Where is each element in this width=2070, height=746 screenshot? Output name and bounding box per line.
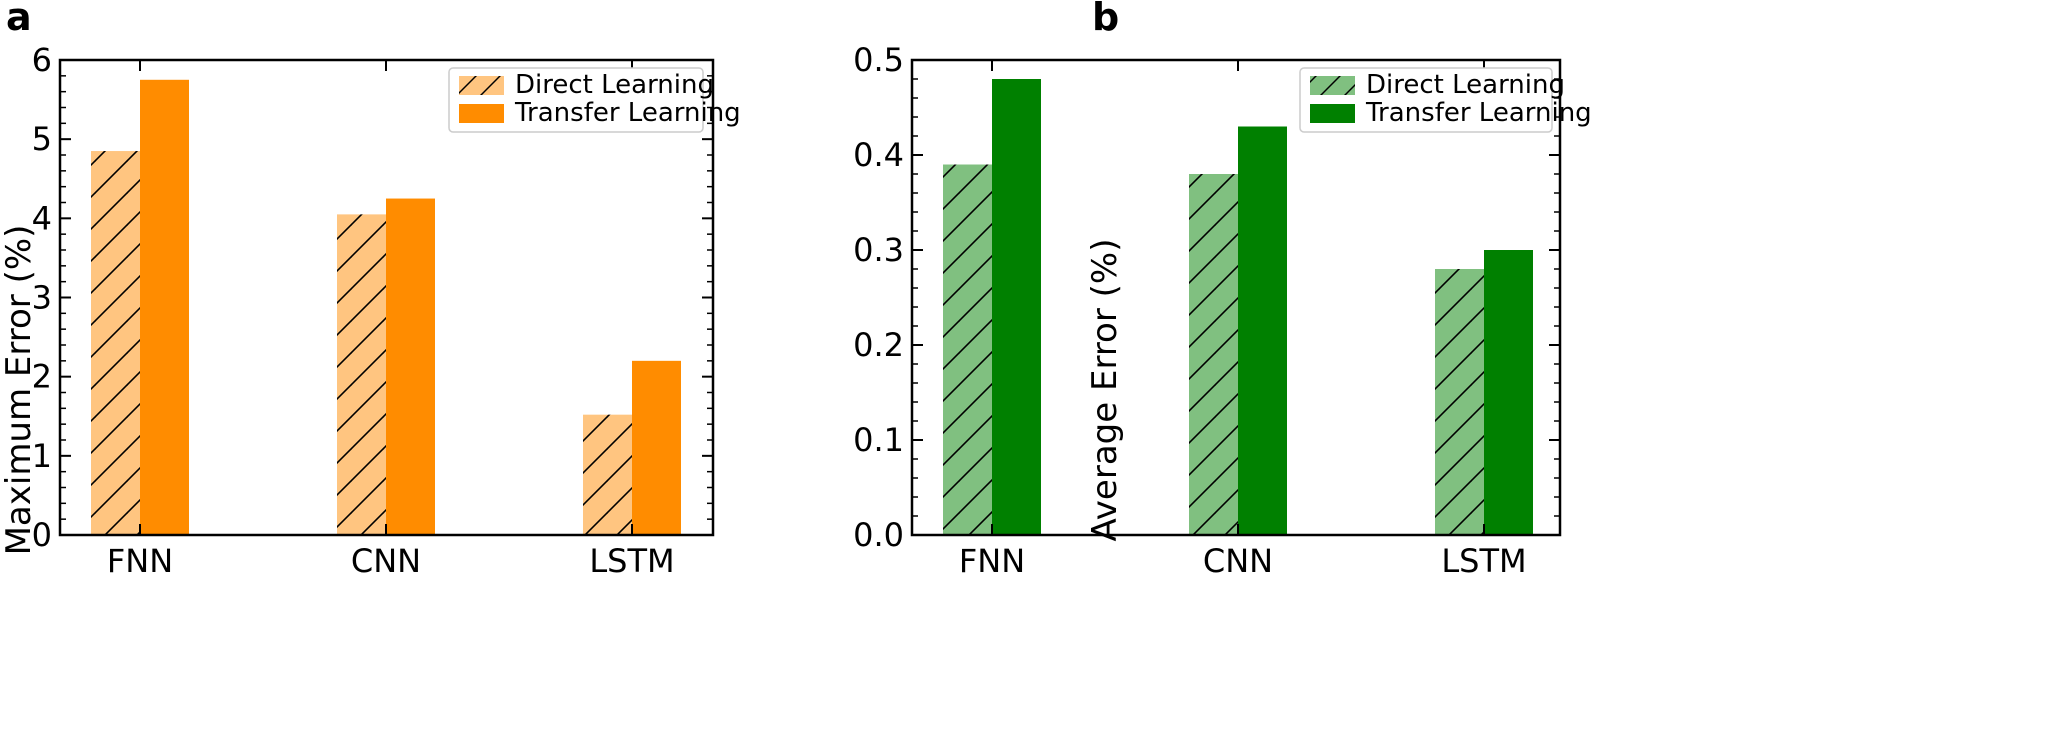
panel-b-bar-fnn-direct bbox=[943, 164, 992, 535]
panel-b-ytick-label: 0.4 bbox=[853, 136, 904, 174]
panel-a: a Maximum Error (%) 0 1 2 3 4 5 6 FNN CNN LSTM Dir… bbox=[0, 0, 741, 580]
panel-a-bar-fnn-transfer bbox=[140, 79, 189, 536]
panel-b-bar-lstm-transfer bbox=[1484, 250, 1533, 535]
panel-b-bar-fnn-transfer bbox=[992, 79, 1041, 535]
panel-b-axes-frame bbox=[910, 58, 1562, 537]
panel-a-bar-cnn-direct bbox=[337, 214, 386, 535]
panel-a-ytick-label: 6 bbox=[32, 41, 52, 79]
panel-a-plot-area: 0 1 2 3 4 5 6 FNN CNN LSTM Direct LearningTransfer… bbox=[32, 41, 741, 580]
panel-b-bar-cnn-transfer bbox=[1238, 126, 1287, 535]
panel-b-bar-cnn-direct bbox=[1189, 174, 1238, 535]
panel-a-legend-item-direct: Direct Learning bbox=[459, 70, 714, 100]
panel-b-bar-lstm-direct bbox=[1435, 269, 1484, 535]
panel-b-legend-item-transfer: Transfer Learning bbox=[1310, 98, 1592, 128]
panel-b-xtick-label-lstm: LSTM bbox=[1441, 542, 1526, 580]
panel-b-y-axis-title: Average Error (%) bbox=[1085, 239, 1125, 542]
panel-b-xtick-label-fnn: FNN bbox=[959, 542, 1025, 580]
panel-a-legend-swatch bbox=[459, 104, 504, 123]
panel-b-ytick-label: 0.1 bbox=[853, 421, 904, 459]
panel-b-legend-label: Direct Learning bbox=[1366, 70, 1565, 100]
panel-b-ytick-label: 0.0 bbox=[853, 516, 904, 554]
panel-a-bar-fnn-direct bbox=[91, 151, 140, 535]
panel-a-ytick-label: 3 bbox=[32, 279, 52, 317]
panel-a-bar-cnn-transfer bbox=[386, 198, 435, 535]
panel-b-legend-swatch bbox=[1310, 104, 1355, 123]
panel-b-legend-box bbox=[1299, 67, 1553, 133]
panel-a-ytick-label: 2 bbox=[32, 358, 52, 396]
panel-a-xtick-label-cnn: CNN bbox=[351, 542, 421, 580]
panel-b-plot-area: 0.0 0.1 0.2 0.3 0.4 0.5 FNN CNN LSTM Direct Learn… bbox=[853, 41, 1592, 580]
panel-b-legend-item-direct: Direct Learning bbox=[1310, 70, 1565, 100]
panel-b-ytick-label: 0.3 bbox=[853, 231, 904, 269]
panel-a-xtick-label-fnn: FNN bbox=[107, 542, 173, 580]
panel-a-y-axis-title: Maximum Error (%) bbox=[0, 225, 39, 556]
panel-a-legend-label: Direct Learning bbox=[515, 70, 714, 100]
panel-a-legend-label: Transfer Learning bbox=[514, 98, 741, 128]
panel-b-ytick-label: 0.5 bbox=[853, 41, 904, 79]
panel-a-legend-item-transfer: Transfer Learning bbox=[459, 98, 741, 128]
panel-a-bar-lstm-transfer bbox=[632, 360, 681, 535]
panel-b-ytick-label: 0.2 bbox=[853, 326, 904, 364]
panel-a-ytick-label: 0 bbox=[32, 516, 52, 554]
panel-b-xtick-label-cnn: CNN bbox=[1203, 542, 1273, 580]
panel-b-legend-label: Transfer Learning bbox=[1365, 98, 1592, 128]
panel-b: b Average Error (%) 0.0 0.1 0.2 0.3 0.4 0.5 FN… bbox=[853, 0, 1592, 580]
panel-a-legend-box bbox=[448, 67, 704, 133]
panel-a-xtick-label-lstm: LSTM bbox=[589, 542, 674, 580]
panel-a-ytick-label: 4 bbox=[32, 199, 52, 237]
panel-a-ytick-label: 5 bbox=[32, 120, 52, 158]
panel-b-letter: b bbox=[1092, 0, 1119, 39]
panel-a-letter: a bbox=[6, 0, 32, 39]
panel-a-bar-lstm-direct bbox=[583, 414, 632, 535]
panel-a-ytick-label: 1 bbox=[32, 437, 52, 475]
